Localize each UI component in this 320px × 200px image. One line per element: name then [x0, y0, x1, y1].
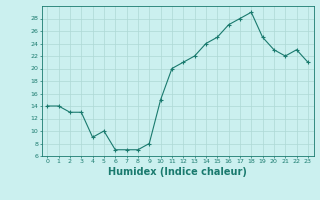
X-axis label: Humidex (Indice chaleur): Humidex (Indice chaleur) [108, 167, 247, 177]
